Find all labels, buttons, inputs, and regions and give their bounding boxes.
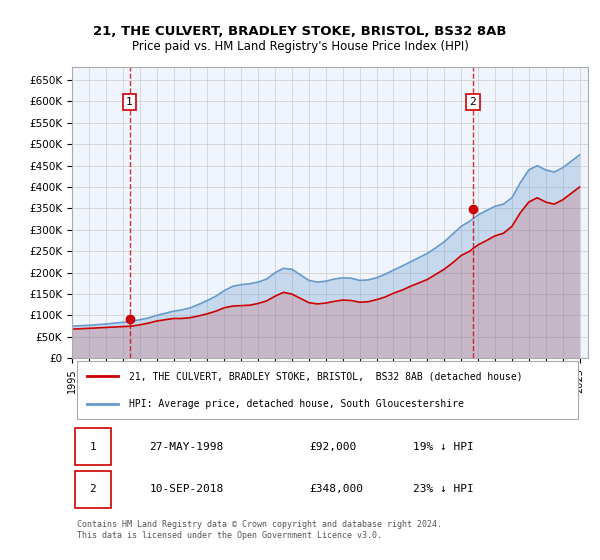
Text: 1: 1: [126, 97, 133, 107]
FancyBboxPatch shape: [77, 361, 578, 419]
Text: Contains HM Land Registry data © Crown copyright and database right 2024.
This d: Contains HM Land Registry data © Crown c…: [77, 520, 442, 540]
Text: 19% ↓ HPI: 19% ↓ HPI: [413, 441, 473, 451]
Text: 1: 1: [89, 441, 96, 451]
Text: 27-MAY-1998: 27-MAY-1998: [149, 441, 224, 451]
FancyBboxPatch shape: [74, 472, 111, 507]
Text: 2: 2: [89, 484, 96, 494]
FancyBboxPatch shape: [74, 428, 111, 465]
Text: £92,000: £92,000: [310, 441, 356, 451]
Text: 2: 2: [470, 97, 476, 107]
Text: HPI: Average price, detached house, South Gloucestershire: HPI: Average price, detached house, Sout…: [129, 399, 464, 409]
Text: 21, THE CULVERT, BRADLEY STOKE, BRISTOL,  BS32 8AB (detached house): 21, THE CULVERT, BRADLEY STOKE, BRISTOL,…: [129, 371, 523, 381]
Text: Price paid vs. HM Land Registry's House Price Index (HPI): Price paid vs. HM Land Registry's House …: [131, 40, 469, 53]
Text: 21, THE CULVERT, BRADLEY STOKE, BRISTOL, BS32 8AB: 21, THE CULVERT, BRADLEY STOKE, BRISTOL,…: [93, 25, 507, 38]
Text: 10-SEP-2018: 10-SEP-2018: [149, 484, 224, 494]
Text: £348,000: £348,000: [310, 484, 364, 494]
Text: 23% ↓ HPI: 23% ↓ HPI: [413, 484, 473, 494]
